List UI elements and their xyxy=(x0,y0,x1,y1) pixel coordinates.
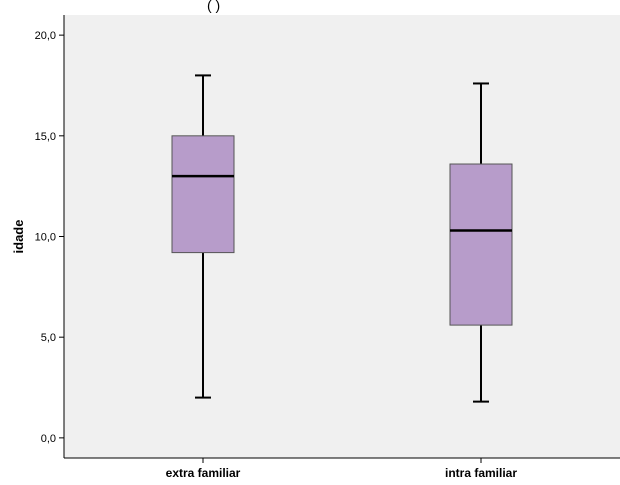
plot-area xyxy=(64,15,620,458)
box-1 xyxy=(171,74,235,399)
x-axis: extra familiar intra familiar xyxy=(64,457,620,480)
iqr-box xyxy=(171,135,235,254)
y-tick-label: 20,0 xyxy=(35,30,56,42)
iqr-box xyxy=(449,163,513,326)
x-tick-label: intra familiar xyxy=(445,466,517,480)
y-tick-label: 5,0 xyxy=(41,332,56,344)
y-tick-label: 10,0 xyxy=(35,232,56,244)
box-2 xyxy=(449,82,513,403)
y-axis: 0,0 5,0 10,0 15,0 20,0 xyxy=(35,15,65,458)
y-tick-label: 15,0 xyxy=(35,131,56,143)
boxes-group xyxy=(171,74,513,403)
x-tick-label: extra familiar xyxy=(166,466,241,480)
chart-title-fragment: ( ) xyxy=(207,0,220,13)
y-tick-label: 0,0 xyxy=(41,433,56,445)
y-axis-title: idade xyxy=(11,220,26,254)
